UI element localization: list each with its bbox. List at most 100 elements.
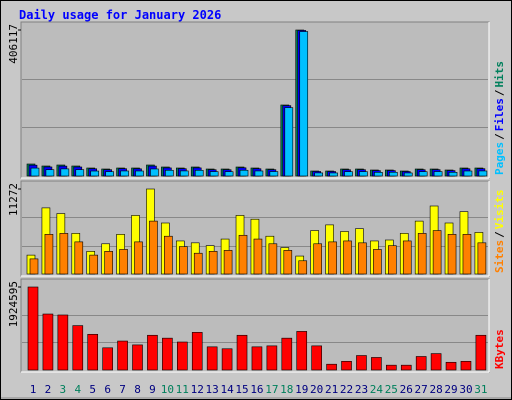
bar [328,241,337,275]
bar [224,171,234,177]
bar [386,364,397,371]
bar [329,172,338,177]
x-tick-label: 8 [134,383,141,396]
x-tick-label: 17 [265,383,278,396]
y-tick-label: 11272 [7,183,20,216]
bar [358,242,367,275]
bar [206,346,218,371]
x-tick-label: 3 [60,383,67,396]
x-tick-label: 2 [45,383,52,396]
bar [87,333,99,371]
bar [236,334,248,371]
bar [120,170,129,177]
legend-separator: / [493,133,506,140]
bar [478,170,488,177]
bar [475,334,487,371]
bar [374,172,383,177]
bar [299,31,309,177]
bar [418,171,428,177]
x-tick-label: 23 [355,383,368,396]
x-tick-label: 22 [340,383,353,396]
bar [177,341,188,371]
bar [254,170,264,177]
x-tick-label: 18 [280,383,293,396]
y-tick-label: 406117 [7,24,20,64]
bar [74,241,84,275]
x-tick-label: 10 [161,383,174,396]
bar [432,230,442,275]
legend: Sites /Visits [493,190,506,274]
bar [117,340,128,371]
bar [430,353,442,371]
x-tick-label: 5 [89,383,96,396]
bar [72,325,84,371]
legend: KBytes [493,329,506,369]
x-tick-label: 28 [429,383,442,396]
x-tick-label: 20 [310,383,323,396]
bar [104,251,113,275]
bar [356,355,367,371]
legend-separator: / [493,89,506,96]
bar [314,172,323,177]
x-tick-label: 26 [400,383,413,396]
x-tick-label: 14 [220,383,234,396]
bar [433,171,443,177]
legend-separator: / [493,231,506,238]
x-tick-label: 11 [176,383,189,396]
x-tick-label: 30 [459,383,472,396]
bar [150,168,159,177]
x-tick-label: 24 [370,383,384,396]
bar [266,345,278,371]
bar [45,169,55,177]
bar [447,234,457,275]
legend-entry: Sites [493,240,506,273]
bar [179,246,188,275]
bar [460,361,472,371]
bar [149,220,158,275]
legend: Pages/Files/Hits [493,61,506,175]
bar [60,168,70,177]
bar [44,234,54,275]
legend-entry: Hits [493,61,506,88]
bar [209,171,219,177]
bar [281,337,293,371]
bar [191,332,203,371]
bar [284,107,294,177]
bar [445,361,457,371]
bar [147,334,158,371]
bar [415,356,427,371]
bar [477,242,487,275]
x-tick-label: 7 [119,383,126,396]
bar [193,252,203,275]
bar [296,331,308,371]
x-tick-label: 9 [149,383,156,396]
x-tick-label: 1 [30,383,37,396]
bar [417,233,427,275]
bar [194,170,204,177]
bar [253,238,263,275]
legend-entry: Files [493,98,506,131]
bar [135,170,144,177]
legend-entry: Pages [493,142,506,175]
bar [57,314,69,371]
bar [165,169,174,177]
y-tick-label: 1924595 [7,281,20,327]
bar [326,363,337,371]
bar [27,286,39,371]
bar [448,171,458,177]
x-tick-label: 16 [250,383,263,396]
bar [238,234,248,275]
bar [371,357,382,371]
x-tick-label: 31 [474,383,487,396]
bar [29,258,39,275]
bar [344,171,353,177]
bar [162,337,173,371]
bar [89,254,99,275]
x-tick-label: 12 [191,383,204,396]
bar [90,170,100,177]
bar [102,347,113,371]
bar [388,245,397,275]
bar [283,250,293,275]
bar [313,243,322,275]
bar [463,170,473,177]
